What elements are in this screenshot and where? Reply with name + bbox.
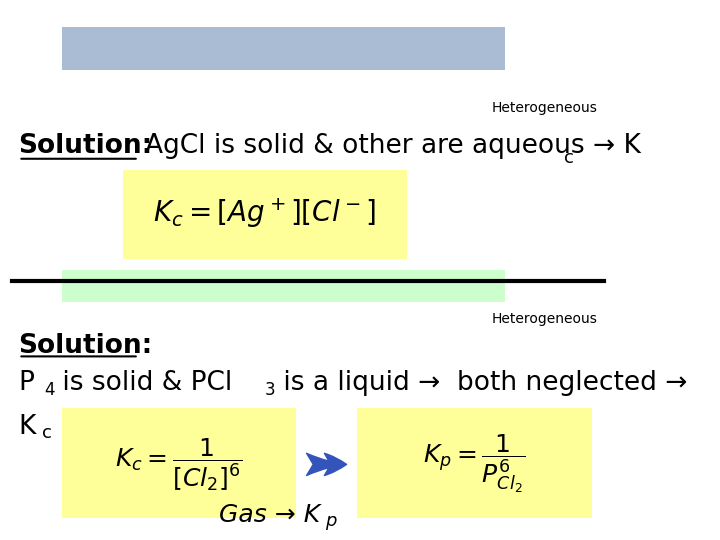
Text: 4: 4 — [44, 381, 54, 399]
FancyBboxPatch shape — [357, 408, 592, 518]
FancyBboxPatch shape — [62, 408, 296, 518]
Text: c: c — [564, 148, 574, 167]
Text: AgCl is solid & other are aqueous → K: AgCl is solid & other are aqueous → K — [145, 133, 641, 159]
Text: K: K — [19, 414, 36, 440]
Text: $K_c = \dfrac{1}{[Cl_2]^6}$: $K_c = \dfrac{1}{[Cl_2]^6}$ — [115, 436, 243, 492]
FancyBboxPatch shape — [62, 270, 505, 302]
Text: $K_p = \dfrac{1}{P_{Cl_2}^6}$: $K_p = \dfrac{1}{P_{Cl_2}^6}$ — [423, 433, 526, 496]
Text: p: p — [325, 512, 337, 530]
Text: Heterogeneous: Heterogeneous — [492, 101, 598, 115]
Text: Heterogeneous: Heterogeneous — [492, 312, 598, 326]
Text: P: P — [19, 370, 35, 396]
Text: 3: 3 — [265, 381, 276, 399]
Text: Solution:: Solution: — [19, 133, 153, 159]
Text: c: c — [42, 424, 52, 442]
Text: is a liquid →  both neglected →: is a liquid → both neglected → — [276, 370, 688, 396]
Text: is solid & PCl: is solid & PCl — [54, 370, 233, 396]
FancyBboxPatch shape — [123, 170, 407, 259]
Text: Gas → K: Gas → K — [219, 503, 320, 526]
Text: Solution:: Solution: — [19, 333, 153, 359]
FancyBboxPatch shape — [62, 27, 505, 70]
Text: $K_c = [Ag^+][Cl^-]$: $K_c = [Ag^+][Cl^-]$ — [153, 197, 377, 230]
